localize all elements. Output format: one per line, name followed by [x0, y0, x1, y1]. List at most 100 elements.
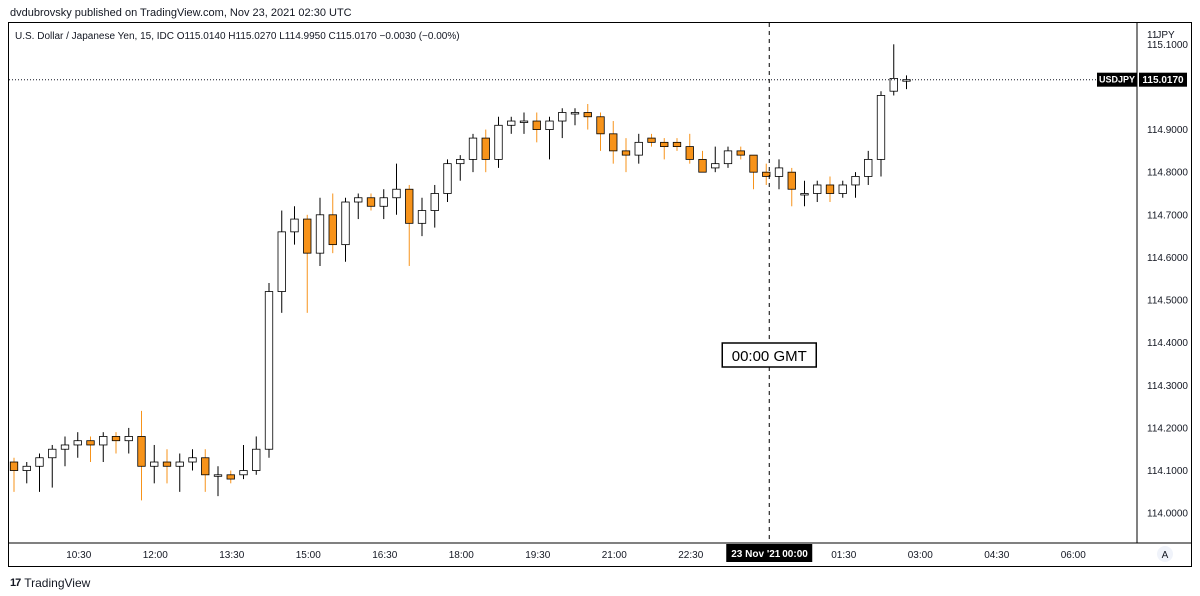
candle-body: [354, 197, 363, 203]
candle-body: [188, 457, 197, 463]
candle: [73, 432, 82, 458]
price-axis[interactable]: 114.0000 114.1000 114.2000 114.3000 114.4000…: [1147, 40, 1188, 520]
published-by-text: dvdubrovsky published on TradingView.com…: [10, 7, 352, 19]
candle-body: [405, 188, 414, 224]
candle: [252, 436, 261, 475]
price-tick-label: 114.3000: [1147, 381, 1188, 392]
candle-body: [532, 120, 541, 130]
price-badge-price: 115.0170: [1142, 75, 1184, 86]
candle: [328, 193, 337, 254]
chart-legend: U.S. Dollar / Japanese Yen, 15, IDC O115…: [15, 31, 460, 42]
candle-body: [290, 218, 299, 233]
price-tick-label: 114.1000: [1147, 466, 1188, 477]
candle: [9, 457, 19, 492]
auto-scale-button[interactable]: A: [1157, 546, 1173, 562]
candle: [124, 427, 133, 454]
candle-body: [417, 210, 427, 224]
candle-body: [379, 197, 388, 207]
price-tick-label: 114.6000: [1147, 253, 1188, 264]
candle: [277, 210, 286, 313]
candle-body: [124, 436, 133, 442]
candle: [430, 184, 439, 228]
candle: [864, 150, 873, 185]
candle: [723, 146, 733, 168]
candles-layer: [9, 44, 911, 501]
candle: [774, 159, 784, 190]
chart-frame[interactable]: 00:00 GMT U.S. Dollar / Japanese Yen, 15…: [8, 22, 1192, 567]
time-tick-label: 21:00: [602, 550, 627, 561]
candle: [876, 91, 886, 177]
price-badge-symbol-bg: [1097, 72, 1137, 87]
time-tick-label: 04:30: [984, 550, 1009, 561]
candle: [825, 176, 835, 203]
candle-body: [825, 184, 835, 194]
candle: [226, 470, 235, 484]
candle: [813, 180, 822, 203]
candlestick-chart[interactable]: 00:00 GMT U.S. Dollar / Japanese Yen, 15…: [9, 23, 1191, 566]
tradingview-logo[interactable]: 17 TradingView: [10, 576, 90, 590]
candle-body: [86, 440, 95, 446]
candle: [609, 121, 618, 164]
time-tick-label: 18:00: [449, 550, 474, 561]
candle: [507, 116, 516, 134]
candle: [366, 193, 376, 211]
candle: [290, 206, 299, 245]
candle-body: [545, 120, 554, 130]
time-tick-label: 16:30: [372, 550, 397, 561]
gmt-annotation-label: 00:00 GMT: [732, 348, 807, 365]
time-tick-label: 22:30: [678, 550, 703, 561]
candle-body: [73, 440, 82, 446]
time-tick-label: 10:30: [66, 550, 91, 561]
time-axis-highlight: 23 Nov '21 00:00: [726, 544, 813, 562]
candle: [902, 75, 911, 90]
time-tick-label: 06:00: [1061, 550, 1086, 561]
candle: [851, 172, 860, 198]
candle-body: [787, 171, 796, 190]
candle-body: [647, 137, 656, 143]
candle-body: [736, 150, 745, 156]
time-tick-label: 19:30: [525, 550, 550, 561]
candle-body: [570, 112, 580, 115]
candle-body: [494, 124, 503, 160]
candle-body: [876, 95, 886, 160]
price-tick-label: 114.7000: [1147, 210, 1188, 221]
candle: [175, 453, 184, 492]
candle-body: [864, 158, 873, 177]
time-tick-label: 13:30: [219, 550, 244, 561]
candle: [405, 184, 414, 266]
price-tick-label: 114.4000: [1147, 338, 1188, 349]
time-axis[interactable]: 10:30 12:00 13:30 15:00 16:30 18:00 19:30 21:00…: [66, 550, 1086, 561]
candle: [800, 180, 809, 207]
candle: [48, 444, 57, 488]
candle-body: [264, 291, 274, 450]
candle: [354, 193, 363, 220]
candle-body: [22, 465, 31, 471]
price-tick-label: 114.2000: [1147, 423, 1188, 434]
candle-body: [762, 171, 771, 177]
tradingview-logo-icon: 17: [10, 577, 21, 589]
candle-body: [660, 141, 669, 148]
candle: [468, 133, 478, 173]
candle: [456, 155, 465, 181]
candle-body: [685, 146, 694, 160]
candle-body: [621, 150, 631, 156]
candle: [596, 112, 605, 151]
candle-body: [749, 154, 758, 173]
candle: [672, 138, 682, 151]
candle: [264, 283, 274, 458]
gmt-annotation[interactable]: 00:00 GMT: [721, 342, 817, 368]
candle: [787, 167, 796, 207]
candle: [162, 449, 172, 484]
time-highlight-time: 00:00: [782, 549, 808, 560]
price-badge: USDJPY 115.0170: [1097, 72, 1187, 87]
candle-body: [341, 201, 350, 246]
candle: [35, 453, 44, 492]
price-tick-label: 114.5000: [1147, 296, 1188, 307]
candle-body: [430, 193, 439, 211]
candle: [621, 138, 631, 173]
candle: [558, 108, 567, 139]
price-tick-label: 114.8000: [1147, 168, 1188, 179]
candle-body: [838, 184, 847, 194]
candle: [711, 146, 720, 173]
candle: [736, 146, 745, 160]
